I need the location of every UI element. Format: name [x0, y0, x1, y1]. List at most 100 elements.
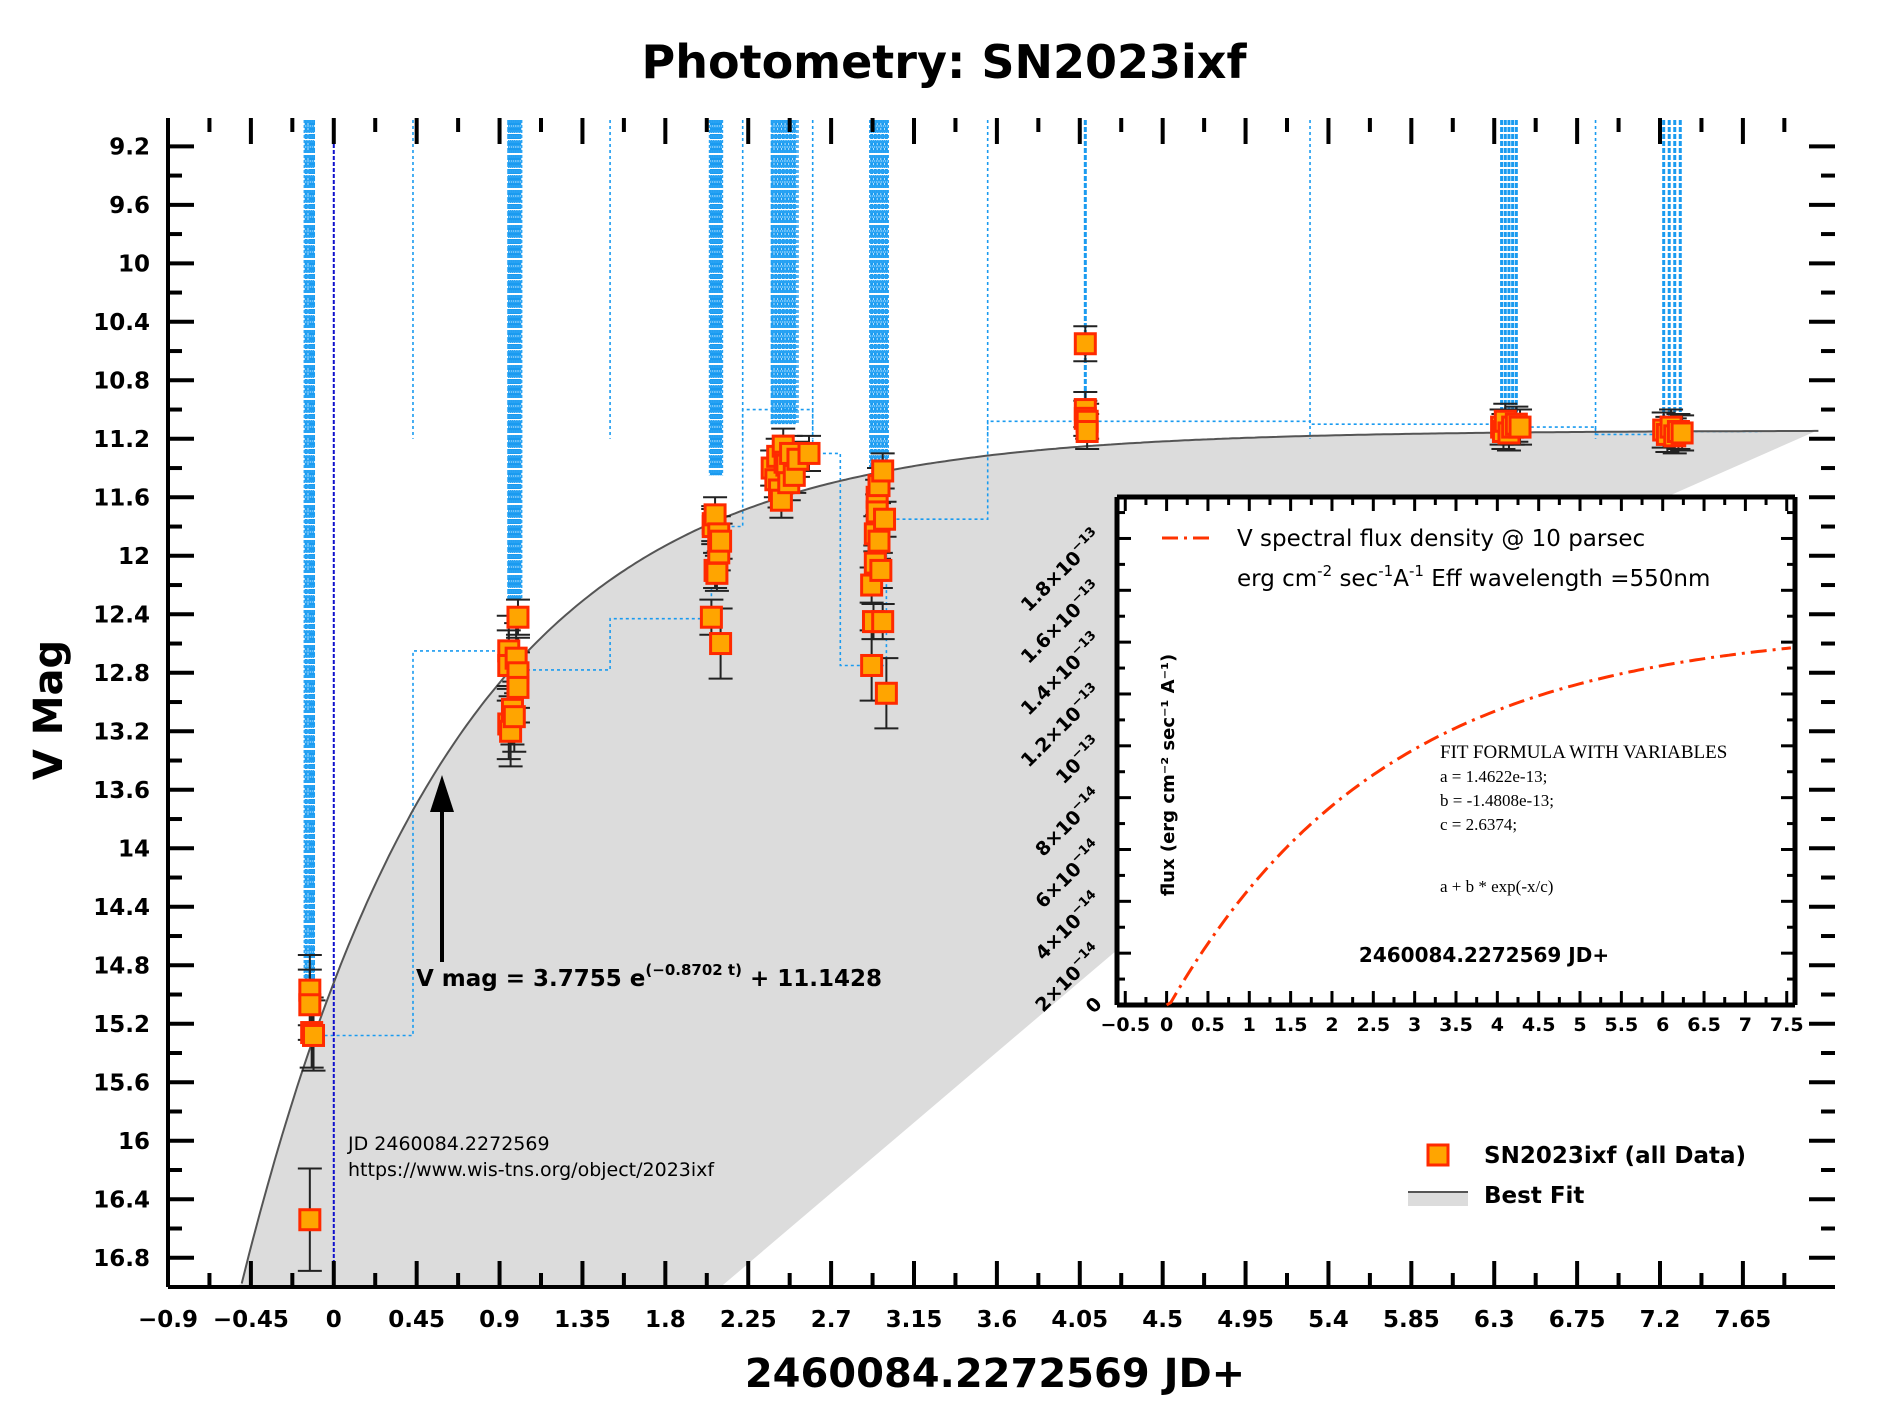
x-tick-label: 4.95	[1217, 1307, 1274, 1333]
x-tick-label: 2.25	[720, 1307, 777, 1333]
y-tick-label: 16	[118, 1129, 150, 1155]
y-tick-label: 14.8	[93, 953, 150, 979]
fit-formula-annotation: V mag = 3.7755 e(−0.8702 t) + 11.1428	[416, 961, 882, 992]
chart-title: Photometry: SN2023ixf	[642, 35, 1248, 89]
y-axis-label: V Mag	[26, 640, 72, 780]
data-marker	[873, 507, 897, 531]
y-tick-label: 11.2	[93, 427, 150, 453]
inset-fit-a: a = 1.4622e-13;	[1440, 767, 1547, 786]
x-tick-label: 2.7	[811, 1307, 852, 1333]
inset-x-tick-label: 1	[1243, 1014, 1256, 1036]
inset-units-a: erg cm	[1237, 566, 1317, 592]
legend-fit-swatch	[1408, 1192, 1468, 1206]
y-tick-label: 16.8	[93, 1246, 150, 1272]
data-marker	[705, 561, 729, 585]
inset-fit-formula: a + b * exp(-x/c)	[1440, 877, 1553, 896]
x-tick-label: 0	[326, 1307, 342, 1333]
x-tick-label: 6.75	[1549, 1307, 1606, 1333]
data-marker	[709, 632, 733, 656]
inset-legend-units: erg cm-2 sec-1A-1 Eff wavelength =550nm	[1237, 562, 1710, 592]
data-markers-layer	[298, 332, 1694, 1232]
legend-marker-swatch	[1426, 1143, 1450, 1167]
inset-x-tick-label: 7.5	[1770, 1014, 1804, 1036]
inset-fit-b: b = -1.4808e-13;	[1440, 791, 1554, 810]
inset-x-tick-label: 0.5	[1191, 1014, 1225, 1036]
y-tick-label: 15.2	[93, 1012, 150, 1038]
inset-units-c: sec	[1332, 566, 1378, 592]
data-marker	[506, 675, 530, 699]
inset-x-tick-label: 3.5	[1439, 1014, 1473, 1036]
inset-legend-title: V spectral flux density @ 10 parsec	[1237, 526, 1645, 552]
x-tick-label: 0.9	[479, 1307, 520, 1333]
inset-x-tick-label: 6	[1656, 1014, 1669, 1036]
url-annotation: https://www.wis-tns.org/object/2023ixf	[348, 1159, 715, 1181]
inset-chart: −0.5 0 0.5 1 1.5 2 2.5 3 3.5 4 4.5 5 5.5 6 6.5 7 7.502×1…	[1017, 494, 1804, 1036]
x-tick-label: 3.15	[886, 1307, 943, 1333]
inset-fit-title: FIT FORMULA WITH VARIABLES	[1440, 742, 1727, 763]
x-tick-label: 5.4	[1308, 1307, 1349, 1333]
x-tick-label: 1.8	[645, 1307, 686, 1333]
fit-formula-exponent: (−0.8702 t)	[645, 961, 742, 979]
inset-x-tick-label: 3	[1408, 1014, 1421, 1036]
data-marker	[302, 1023, 326, 1047]
y-tick-label: 11.6	[93, 485, 150, 511]
x-tick-label: 4.5	[1142, 1307, 1183, 1333]
data-marker	[298, 993, 322, 1017]
inset-fit-c: c = 2.6374;	[1440, 815, 1517, 834]
inset-x-tick-label: 4	[1491, 1014, 1504, 1036]
x-tick-label: −0.45	[213, 1307, 289, 1333]
inset-x-tick-label: 4.5	[1522, 1014, 1556, 1036]
y-tick-label: 14	[118, 836, 150, 862]
data-marker	[1508, 415, 1532, 439]
x-tick-label: 7.2	[1640, 1307, 1681, 1333]
inset-units-d: -1	[1378, 562, 1393, 580]
fit-formula-prefix: V mag = 3.7755 e	[416, 966, 645, 992]
inset-units-g: Eff wavelength =550nm	[1424, 566, 1710, 592]
y-tick-label: 12.4	[93, 602, 150, 628]
data-marker	[1075, 419, 1099, 443]
x-tick-label: 0.45	[388, 1307, 445, 1333]
inset-x-tick-label: 5	[1573, 1014, 1586, 1036]
inset-units-e: A	[1393, 566, 1409, 592]
y-tick-label: 12	[118, 544, 150, 570]
inset-y-axis-label: flux (erg cm⁻² sec⁻¹ A⁻¹)	[1158, 654, 1179, 896]
data-marker	[703, 503, 727, 527]
inset-x-tick-label: 6.5	[1687, 1014, 1721, 1036]
inset-x-axis-label: 2460084.2272569 JD+	[1359, 943, 1609, 967]
inset-x-tick-label: 2.5	[1356, 1014, 1390, 1036]
inset-x-tick-label: 0	[1160, 1014, 1173, 1036]
x-axis-label: 2460084.2272569 JD+	[745, 1351, 1245, 1397]
data-marker	[869, 558, 893, 582]
x-tick-label: 7.65	[1715, 1307, 1772, 1333]
data-marker	[867, 529, 891, 553]
axes-layer: −0.9 −0.45 0 0.45 0.9 1.35 1.8 2.25 2.7 3.15 3.6 4.…	[93, 118, 1835, 1333]
fit-arrow-head	[430, 775, 454, 812]
y-tick-label: 10.4	[93, 310, 150, 336]
inset-x-tick-label: 7	[1739, 1014, 1752, 1036]
y-tick-label: 12.8	[93, 661, 150, 687]
data-marker	[874, 681, 898, 705]
y-tick-label: 9.6	[109, 193, 150, 219]
data-marker	[502, 705, 526, 729]
x-tick-label: 1.35	[554, 1307, 611, 1333]
y-tick-label: 9.2	[109, 134, 150, 160]
data-marker	[709, 529, 733, 553]
inset-units-b: -2	[1317, 562, 1332, 580]
y-tick-label: 13.6	[93, 778, 150, 804]
data-marker	[797, 441, 821, 465]
x-tick-label: 3.6	[977, 1307, 1018, 1333]
x-tick-label: 4.05	[1051, 1307, 1108, 1333]
fit-formula-suffix: + 11.1428	[742, 966, 882, 992]
inset-x-tick-label: −0.5	[1100, 1014, 1150, 1036]
y-tick-label: 10.8	[93, 368, 150, 394]
y-tick-label: 16.4	[93, 1187, 150, 1213]
data-marker	[871, 459, 895, 483]
inset-x-tick-label: 1.5	[1274, 1014, 1308, 1036]
data-marker	[1670, 421, 1694, 445]
data-marker	[699, 605, 723, 629]
jd-annotation: JD 2460084.2272569	[347, 1133, 550, 1155]
y-tick-label: 10	[118, 251, 150, 277]
legend: SN2023ixf (all Data) Best Fit	[1408, 1143, 1746, 1209]
data-marker	[298, 1208, 322, 1232]
